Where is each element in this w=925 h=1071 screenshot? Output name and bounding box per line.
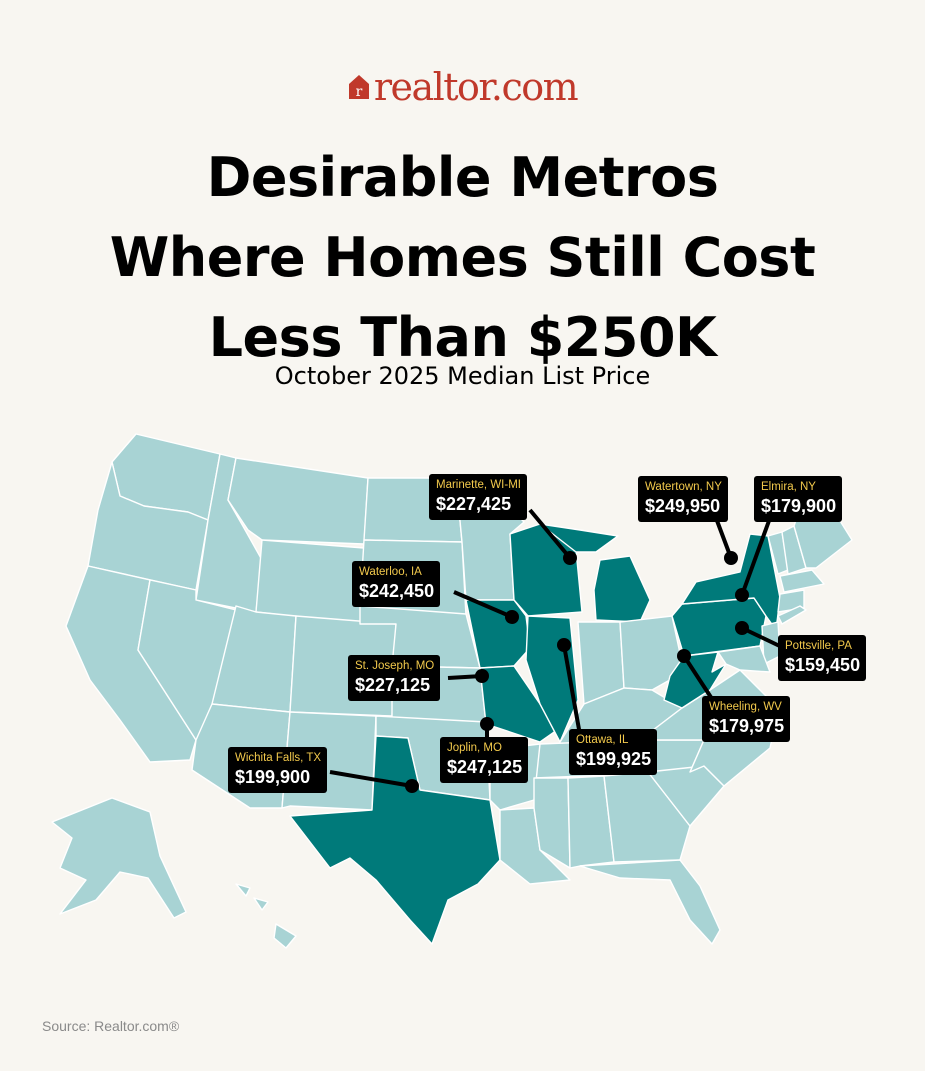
state-long-island xyxy=(777,605,807,625)
marker-elmira xyxy=(735,517,772,602)
svg-text:r: r xyxy=(355,84,362,100)
subtitle: October 2025 Median List Price xyxy=(274,362,651,390)
state-west-virginia xyxy=(663,651,727,709)
label-wheeling: Wheeling, WV $179,975 xyxy=(702,696,791,742)
marker-dot-ottawa xyxy=(557,638,571,652)
label-price: $199,900 xyxy=(235,767,311,787)
marker-waterloo xyxy=(453,590,519,624)
marker-dot-st-joseph xyxy=(475,669,489,683)
state-alaska xyxy=(51,797,187,919)
label-city: Joplin, MO xyxy=(447,742,502,754)
state-maryland-delaware xyxy=(717,645,771,673)
marker-dot-wichita-falls xyxy=(405,779,419,793)
label-waterloo: Waterloo, IA $242,450 xyxy=(352,561,441,607)
state-texas xyxy=(289,735,501,945)
state-hawaii-1 xyxy=(235,883,251,897)
state-massachusetts xyxy=(779,569,825,593)
marker-dot-watertown xyxy=(724,551,738,565)
label-ottawa: Ottawa, IL $199,925 xyxy=(569,729,658,775)
label-watertown: Watertown, NY $249,950 xyxy=(638,476,728,522)
brand-logo: r realtor.com xyxy=(0,62,925,112)
label-st-joseph: St. Joseph, MO $227,125 xyxy=(348,655,441,701)
state-michigan-upper xyxy=(539,523,619,553)
label-pottsville: Pottsville, PA $159,450 xyxy=(778,635,867,681)
label-city: Ottawa, IL xyxy=(576,734,629,746)
marker-watertown xyxy=(714,517,738,565)
state-hawaii-2 xyxy=(253,897,269,911)
marker-wichita-falls xyxy=(329,770,419,793)
label-price: $247,125 xyxy=(447,757,523,777)
marker-dot-joplin xyxy=(480,717,494,731)
label-city: Elmira, NY xyxy=(761,481,816,493)
marker-dot-marinette xyxy=(563,551,577,565)
label-city: Wheeling, WV xyxy=(709,701,782,713)
state-mississippi xyxy=(533,777,571,869)
marker-marinette xyxy=(528,508,577,565)
marker-ottawa xyxy=(557,638,582,736)
marker-dot-pottsville xyxy=(735,621,749,635)
label-wichita-falls: Wichita Falls, TX $199,900 xyxy=(228,747,328,793)
marker-dot-elmira xyxy=(735,588,749,602)
state-alabama xyxy=(567,775,615,869)
label-price: $249,950 xyxy=(645,496,721,516)
label-price: $179,975 xyxy=(709,716,785,736)
marker-dot-wheeling xyxy=(677,649,691,663)
source-note: Source: Realtor.com® xyxy=(42,1018,180,1034)
label-city: St. Joseph, MO xyxy=(355,660,435,672)
label-city: Marinette, WI-MI xyxy=(436,479,521,491)
marker-st-joseph xyxy=(447,669,489,683)
label-price: $227,125 xyxy=(355,675,431,695)
headline-line-1: Desirable Metros xyxy=(206,146,719,209)
logo-text: realtor.com xyxy=(373,65,579,109)
headline: Desirable Metros Where Homes Still Cost … xyxy=(0,138,925,378)
label-price: $159,450 xyxy=(785,655,861,675)
label-city: Watertown, NY xyxy=(645,481,722,493)
label-marinette: Marinette, WI-MI $227,425 xyxy=(429,474,527,520)
state-florida xyxy=(579,859,721,945)
label-city: Pottsville, PA xyxy=(785,640,852,652)
state-hawaii-3 xyxy=(273,923,297,949)
state-wyoming xyxy=(255,539,365,625)
label-price: $179,900 xyxy=(761,496,837,516)
label-price: $199,925 xyxy=(576,749,652,769)
headline-line-3: Less Than $250K xyxy=(208,306,717,369)
state-ohio xyxy=(619,615,685,691)
marker-dot-waterloo xyxy=(505,610,519,624)
label-price: $242,450 xyxy=(359,581,435,601)
label-city: Waterloo, IA xyxy=(359,566,422,578)
label-elmira: Elmira, NY $179,900 xyxy=(754,476,843,522)
label-price: $227,425 xyxy=(436,494,512,514)
headline-line-2: Where Homes Still Cost xyxy=(109,226,816,289)
state-michigan xyxy=(593,555,651,623)
house-r-icon: r xyxy=(348,75,369,100)
state-montana xyxy=(227,457,369,545)
label-joplin: Joplin, MO $247,125 xyxy=(440,737,529,783)
label-city: Wichita Falls, TX xyxy=(235,752,322,764)
